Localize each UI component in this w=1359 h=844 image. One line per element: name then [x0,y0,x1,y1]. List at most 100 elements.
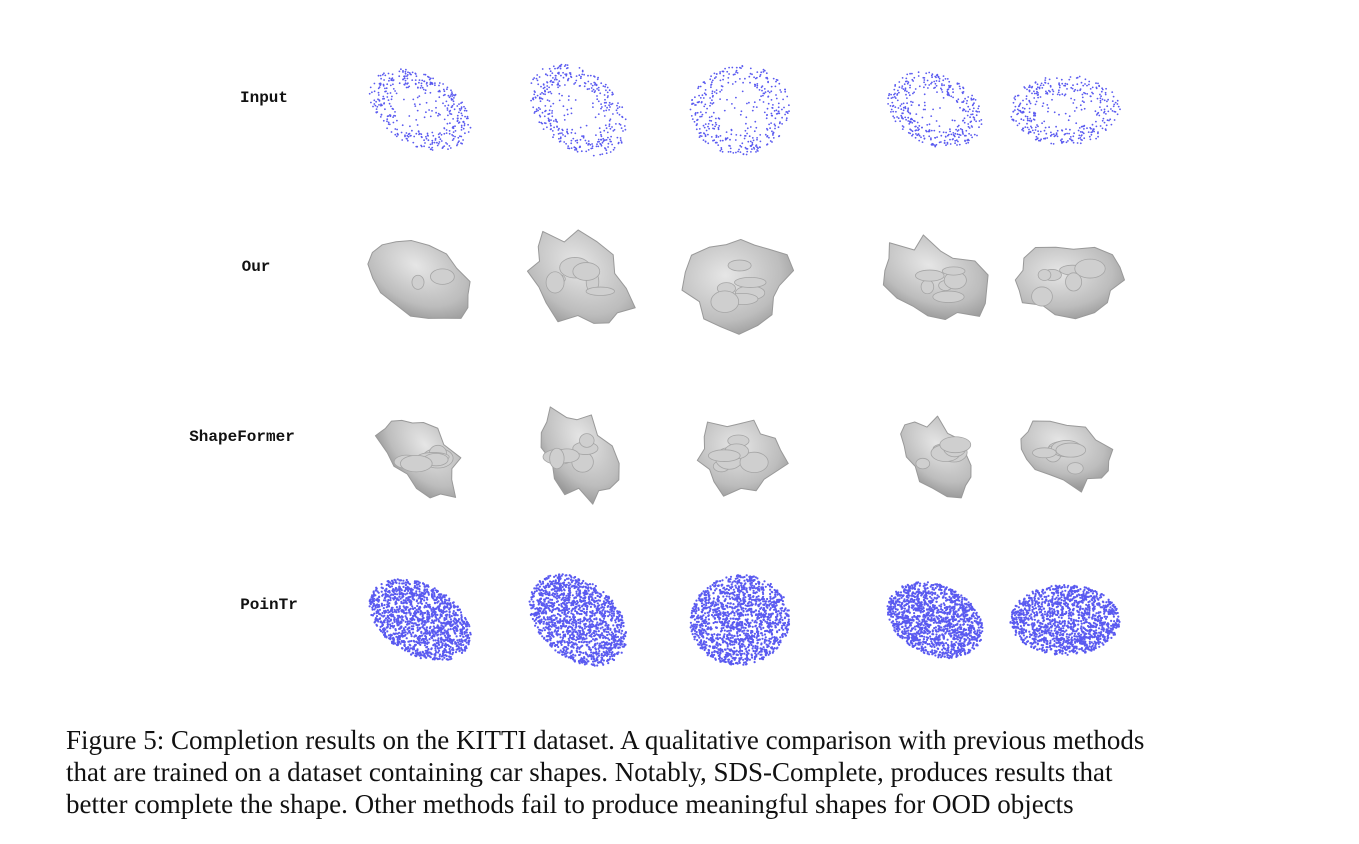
point [569,73,572,76]
point [712,600,715,603]
point [443,644,446,647]
point [744,596,747,599]
point [605,101,607,104]
point [745,153,748,156]
point [553,585,556,588]
point [457,136,460,139]
point [386,92,389,95]
point [780,91,782,93]
point [710,86,712,89]
point [575,602,578,605]
point [449,109,452,112]
point [536,79,539,82]
point [573,83,575,85]
point [611,102,614,105]
point [585,640,589,644]
mesh-render [681,238,795,335]
point [605,598,608,602]
point [457,619,460,623]
point [759,134,762,136]
point [537,612,541,616]
point [444,602,447,605]
point [380,590,383,593]
point [783,624,786,627]
point [709,78,712,81]
point [775,78,778,81]
point [726,606,729,609]
point [542,622,545,625]
point [536,94,539,97]
point [552,120,555,122]
point [724,67,726,70]
point [609,151,612,153]
point [447,645,450,648]
point [545,612,548,615]
point [368,92,371,95]
point [563,641,566,644]
point [408,72,411,74]
point [563,610,567,613]
point [411,607,414,610]
point [561,597,564,600]
point [585,634,588,637]
point [548,621,551,624]
point [410,593,413,596]
point [605,595,608,598]
point [415,119,418,121]
point [611,655,614,658]
point [560,643,563,647]
point [460,106,463,109]
point [753,635,756,639]
point [436,141,438,144]
point [770,586,774,589]
point [715,73,718,75]
point [594,612,597,615]
point [403,631,406,634]
point [544,589,547,592]
point [550,604,553,608]
mesh-render [526,229,636,324]
point [388,602,391,605]
point [583,610,586,614]
point [558,573,561,576]
point [456,120,459,123]
mesh-detail [549,447,565,470]
point [605,109,608,112]
point [443,619,446,622]
point [530,99,532,102]
point [594,648,598,651]
point [762,94,764,97]
point [419,103,421,106]
point [700,640,703,643]
point [551,593,554,597]
point [743,137,746,140]
point [622,625,625,628]
point [564,135,567,138]
point [402,619,405,622]
point [600,82,603,85]
point [456,625,459,628]
point [443,145,446,148]
point [421,86,424,89]
point [451,624,454,627]
point [589,605,593,609]
point [391,613,394,616]
point [399,622,402,625]
point [531,592,534,596]
point [433,602,437,605]
point [725,604,728,607]
point [452,125,455,128]
point [451,139,454,142]
point [724,618,727,622]
point [392,88,395,90]
point [727,77,730,79]
point [546,81,548,83]
point [729,643,732,646]
point [620,632,623,635]
point [563,589,566,592]
point [768,652,772,655]
point [546,626,550,630]
point [596,602,599,605]
point [559,137,562,140]
point [398,590,401,593]
